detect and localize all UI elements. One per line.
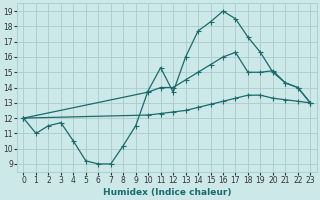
X-axis label: Humidex (Indice chaleur): Humidex (Indice chaleur) <box>103 188 231 197</box>
